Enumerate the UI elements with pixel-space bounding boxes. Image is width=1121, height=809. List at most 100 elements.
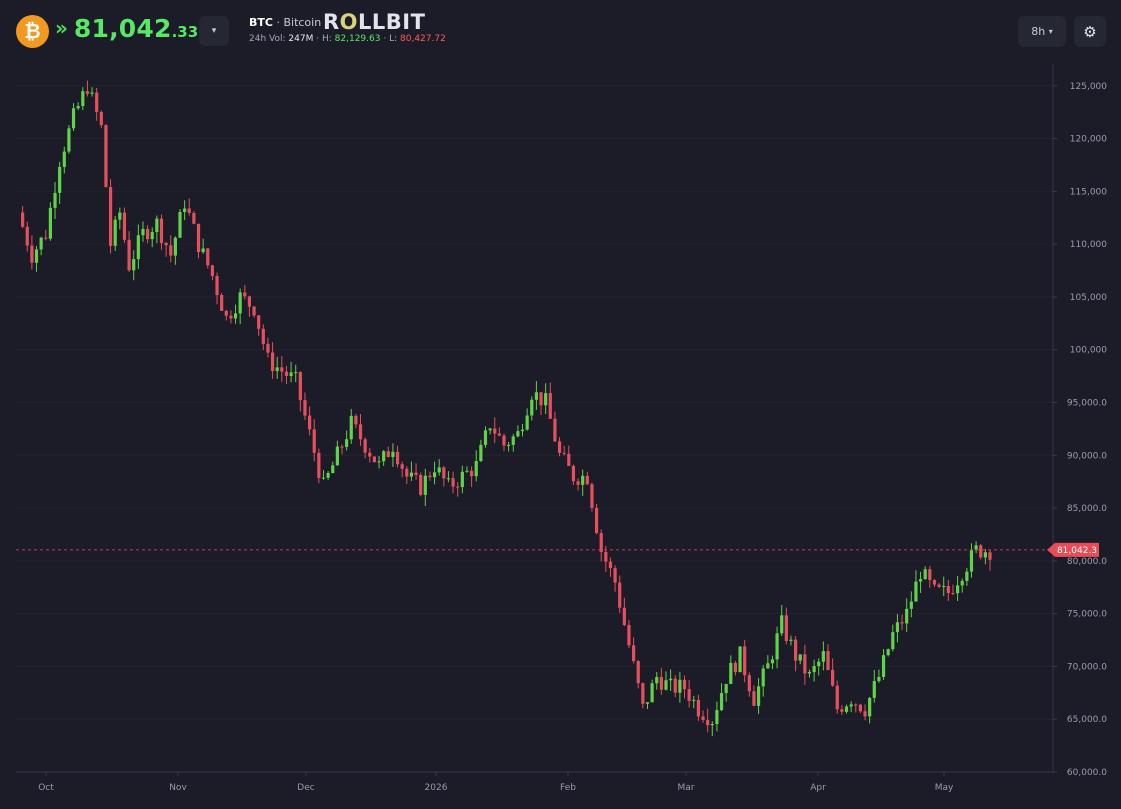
candle-body <box>238 292 242 314</box>
candle-body <box>780 615 784 634</box>
chevron-down-icon: ▾ <box>211 26 217 36</box>
candle-body <box>520 429 525 432</box>
candle-body <box>918 579 923 582</box>
candle-body <box>817 661 821 667</box>
candle-body <box>331 465 335 474</box>
candle-body <box>664 680 668 690</box>
y-tick-label: 65,000.0 <box>1067 715 1107 725</box>
candle-body <box>173 237 177 256</box>
candle-body <box>891 632 895 650</box>
candle-body <box>493 428 497 434</box>
candle-body <box>108 187 113 246</box>
candle-body <box>354 415 358 425</box>
candle-body <box>25 226 29 246</box>
candle-body <box>733 662 738 673</box>
candle-body <box>206 248 210 266</box>
candle-body <box>317 452 321 478</box>
candle-body <box>567 453 571 466</box>
y-tick-label: 80,000.0 <box>1067 557 1107 567</box>
candle-body <box>294 372 298 374</box>
candle-body <box>53 192 57 208</box>
candle-body <box>113 219 117 246</box>
rollbit-logo: ROLLBIT <box>323 10 426 34</box>
candle-body <box>900 622 904 624</box>
candle-body <box>363 439 367 453</box>
candle-body <box>266 343 270 353</box>
candle-body <box>85 91 90 94</box>
candle-body <box>724 683 728 694</box>
candle-body <box>562 452 566 454</box>
market-dropdown-button[interactable]: ▾ <box>199 16 229 46</box>
candle-body <box>465 470 469 472</box>
candle-body <box>451 478 455 487</box>
candle-body <box>497 433 501 436</box>
candle-body <box>456 486 460 488</box>
candle-body <box>969 549 974 572</box>
x-tick-label: Nov <box>169 783 187 793</box>
candle-body <box>44 237 48 239</box>
candle-body <box>400 464 404 469</box>
candle-body <box>261 328 265 344</box>
candle-body <box>275 367 279 372</box>
candle-body <box>571 465 576 482</box>
candle-body <box>127 239 131 271</box>
candle-body <box>840 709 844 712</box>
candle-body <box>979 545 983 558</box>
symbol-separator: · <box>276 16 280 29</box>
candle-body <box>673 678 677 693</box>
candle-body <box>243 292 247 297</box>
y-tick-label: 95,000.0 <box>1067 399 1107 409</box>
candle-body <box>446 478 451 480</box>
candle-body <box>252 306 256 316</box>
candle-body <box>534 392 538 400</box>
candle-body <box>132 259 136 271</box>
candle-body <box>386 451 390 458</box>
candle-body <box>62 151 66 167</box>
candle-body <box>877 676 881 682</box>
settings-button[interactable]: ⚙ <box>1074 16 1106 47</box>
candle-body <box>594 507 599 534</box>
candle-body <box>405 468 409 477</box>
candle-body <box>298 372 302 401</box>
candle-body <box>349 415 353 440</box>
candle-body <box>747 675 751 692</box>
candle-body <box>280 367 284 372</box>
candle-body <box>789 639 793 641</box>
timeframe-select[interactable]: 8h ▾ <box>1018 16 1066 47</box>
candle-body <box>738 646 742 673</box>
x-tick-label: Oct <box>38 783 54 793</box>
candle-body <box>872 681 876 698</box>
top-bar: ₿ » 81,042 .33 ▾ BTC · Bitcoin ROLLBIT 2… <box>0 0 1121 66</box>
candle-body <box>345 439 349 447</box>
candle-body <box>706 719 710 726</box>
candle-body <box>770 659 775 664</box>
candle-body <box>30 245 34 263</box>
candle-body <box>599 533 603 552</box>
candle-body <box>909 601 913 609</box>
candle-body <box>377 461 381 463</box>
candle-body <box>946 585 950 594</box>
candle-body <box>192 212 196 224</box>
candle-body <box>581 475 585 485</box>
candle-body <box>71 108 76 129</box>
bitcoin-icon[interactable]: ₿ <box>16 15 49 48</box>
candle-body <box>678 679 682 693</box>
low-label: L: <box>389 34 398 44</box>
candle-body <box>766 663 770 669</box>
candle-body <box>863 711 867 717</box>
candle-body <box>858 704 862 712</box>
candle-body <box>516 431 520 437</box>
y-tick-label: 60,000.0 <box>1067 768 1107 778</box>
candle-body <box>183 208 187 213</box>
candle-body <box>669 678 673 681</box>
candle-body <box>937 584 941 587</box>
candle-body <box>719 693 724 711</box>
y-tick-label: 90,000.0 <box>1067 451 1107 461</box>
candle-body <box>557 441 562 453</box>
candle-body <box>798 654 802 661</box>
candle-body <box>622 607 626 625</box>
candle-body <box>812 666 816 673</box>
candle-body <box>636 661 640 684</box>
x-tick-label: Mar <box>678 783 695 793</box>
